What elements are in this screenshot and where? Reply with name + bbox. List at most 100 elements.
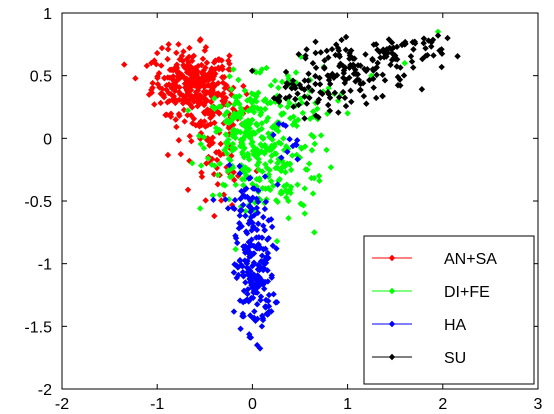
data-point (186, 132, 193, 140)
data-point (167, 83, 174, 90)
data-point (209, 134, 216, 141)
data-point (228, 201, 236, 209)
data-point (388, 39, 396, 46)
data-point (301, 115, 308, 122)
data-point (305, 70, 312, 77)
data-point (180, 106, 188, 114)
data-point (357, 86, 364, 94)
data-point (259, 185, 266, 192)
data-point (255, 262, 262, 269)
data-point (264, 249, 272, 257)
data-point (250, 108, 258, 116)
data-point (229, 140, 237, 148)
data-point (232, 232, 239, 239)
data-point (274, 181, 281, 188)
data-point (287, 166, 295, 174)
data-point (407, 53, 415, 60)
data-point (184, 111, 191, 119)
data-point (243, 296, 251, 303)
data-point (188, 137, 195, 145)
data-point (201, 47, 208, 54)
data-point (359, 79, 367, 87)
data-point (236, 162, 243, 170)
data-point (188, 64, 196, 72)
data-point (243, 124, 250, 131)
data-point (308, 174, 315, 182)
data-point (216, 126, 223, 134)
data-point (314, 99, 321, 106)
data-point (194, 102, 201, 110)
data-point (192, 66, 200, 73)
data-point (287, 189, 294, 197)
data-point (276, 175, 283, 183)
data-point (422, 45, 429, 52)
data-point (258, 120, 266, 127)
data-point (261, 226, 268, 234)
data-point (242, 279, 249, 286)
data-point (248, 236, 255, 243)
data-point (220, 90, 227, 97)
data-point (253, 195, 260, 202)
data-point (216, 191, 223, 199)
data-point (253, 289, 261, 296)
data-point (166, 97, 173, 105)
data-point (277, 102, 284, 110)
data-point (302, 52, 309, 59)
x-tick-label: -2 (55, 396, 69, 413)
data-point (337, 60, 344, 68)
data-point (240, 243, 247, 250)
data-point (249, 194, 256, 201)
data-point (372, 94, 380, 102)
data-point (331, 89, 339, 97)
data-point (393, 43, 401, 51)
data-point (369, 55, 376, 63)
data-point (168, 66, 175, 73)
data-point (226, 60, 233, 68)
data-point (266, 186, 274, 194)
data-point (255, 187, 262, 194)
data-point (327, 164, 335, 171)
data-point (244, 290, 251, 298)
data-point (237, 142, 244, 150)
data-point (241, 257, 249, 264)
data-point (198, 169, 205, 176)
data-point (193, 98, 201, 105)
data-point (219, 79, 227, 86)
data-point (217, 140, 224, 148)
data-point (275, 97, 283, 104)
data-point (360, 92, 368, 100)
data-point (251, 308, 258, 315)
data-point (394, 73, 402, 81)
data-point (154, 81, 162, 88)
data-point (255, 166, 262, 174)
data-point (200, 83, 208, 90)
data-point (259, 134, 267, 142)
data-point (379, 71, 386, 78)
data-point (177, 150, 184, 158)
data-point (291, 118, 298, 126)
data-point (242, 212, 249, 220)
data-point (221, 84, 229, 92)
data-point (208, 112, 216, 120)
data-point (249, 180, 256, 188)
data-point (188, 71, 195, 78)
data-point (215, 56, 222, 63)
data-point (254, 301, 261, 308)
data-point (246, 219, 254, 226)
data-point (346, 64, 353, 71)
data-point (237, 136, 244, 143)
data-point (253, 146, 261, 153)
data-point (316, 74, 323, 82)
data-point (199, 94, 206, 101)
data-point (350, 61, 357, 69)
data-point (430, 52, 437, 59)
data-point (246, 248, 253, 256)
data-point (247, 174, 254, 182)
data-point (309, 60, 317, 67)
data-point (306, 94, 313, 102)
data-point (263, 310, 270, 317)
data-point (295, 101, 302, 109)
data-point (294, 90, 301, 97)
data-point (246, 333, 253, 341)
data-point (261, 105, 269, 113)
